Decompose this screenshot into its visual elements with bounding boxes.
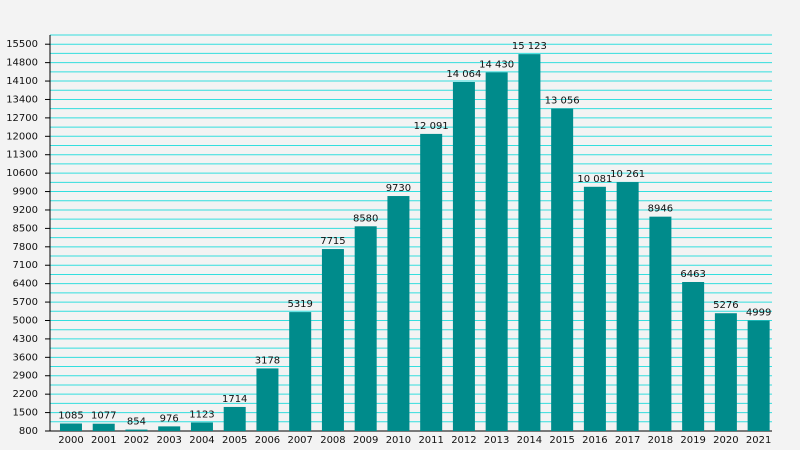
bar: [256, 368, 279, 431]
x-tick-label: 2009: [353, 435, 378, 446]
bar: [747, 320, 770, 431]
x-tick-label: 2000: [58, 435, 83, 446]
x-tick-label: 2010: [386, 435, 411, 446]
y-tick-label: 14100: [6, 76, 38, 87]
bar: [158, 426, 181, 431]
bar: [583, 186, 606, 431]
y-tick-label: 3600: [13, 352, 38, 363]
y-tick-label: 2200: [13, 389, 38, 400]
x-tick-label: 2020: [713, 435, 738, 446]
value-label: 976: [160, 413, 179, 424]
bar: [387, 196, 410, 431]
bar: [190, 422, 213, 431]
value-label: 8946: [648, 204, 673, 215]
bar: [682, 281, 705, 431]
x-tick-label: 2007: [287, 435, 312, 446]
y-tick-label: 5700: [13, 297, 38, 308]
bar: [92, 423, 115, 431]
x-tick-label: 2012: [451, 435, 476, 446]
x-tick-label: 2006: [255, 435, 280, 446]
value-label: 14 430: [479, 59, 514, 70]
y-tick-label: 12000: [6, 131, 38, 142]
value-label: 15 123: [512, 41, 547, 52]
bar: [518, 54, 541, 432]
y-tick-label: 9200: [13, 205, 38, 216]
y-tick-label: 800: [19, 426, 38, 437]
bar: [125, 429, 148, 431]
y-tick-label: 12700: [6, 113, 38, 124]
value-label: 1123: [189, 410, 214, 421]
x-tick-label: 2015: [549, 435, 574, 446]
x-tick-label: 2003: [156, 435, 181, 446]
x-tick-label: 2013: [484, 435, 509, 446]
x-tick-label: 2021: [746, 435, 771, 446]
y-tick-label: 8500: [13, 223, 38, 234]
x-tick-label: 2001: [91, 435, 116, 446]
value-label: 10 261: [610, 169, 645, 180]
bar: [714, 313, 737, 431]
value-label: 12 091: [414, 121, 449, 132]
value-label: 854: [127, 417, 146, 428]
value-label: 9730: [386, 183, 411, 194]
value-label: 1085: [58, 411, 83, 422]
bar: [452, 81, 475, 432]
value-label: 8580: [353, 213, 378, 224]
y-tick-label: 6400: [13, 279, 38, 290]
value-label: 1077: [91, 411, 116, 422]
value-label: 6463: [680, 269, 705, 280]
y-tick-label: 4300: [13, 334, 38, 345]
bar: [551, 108, 574, 432]
value-label: 5276: [713, 300, 738, 311]
x-tick-label: 2016: [582, 435, 607, 446]
y-tick-label: 11300: [6, 150, 38, 161]
bar: [420, 133, 443, 432]
x-tick-label: 2004: [189, 435, 214, 446]
y-tick-label: 7800: [13, 242, 38, 253]
value-label: 10 081: [577, 174, 612, 185]
y-tick-label: 9900: [13, 187, 38, 198]
y-tick-label: 1500: [13, 408, 38, 419]
y-tick-label: 5000: [13, 315, 38, 326]
bar: [289, 312, 312, 431]
bar: [354, 226, 377, 431]
x-tick-label: 2019: [680, 435, 705, 446]
value-label: 13 056: [545, 96, 580, 107]
bar: [649, 216, 672, 431]
y-tick-label: 7100: [13, 260, 38, 271]
x-tick-label: 2011: [418, 435, 443, 446]
value-label: 3178: [255, 355, 280, 366]
bar: [321, 249, 344, 431]
value-label: 7715: [320, 236, 345, 247]
bar: [223, 406, 246, 431]
x-tick-label: 2002: [124, 435, 149, 446]
y-tick-label: 2900: [13, 371, 38, 382]
x-tick-label: 2008: [320, 435, 345, 446]
y-tick-label: 13400: [6, 94, 38, 105]
bar: [485, 72, 508, 431]
value-label: 4999: [746, 308, 771, 319]
x-tick-label: 2018: [648, 435, 673, 446]
bar: [616, 182, 639, 431]
y-tick-label: 15500: [6, 39, 38, 50]
bar: [59, 423, 82, 431]
x-tick-label: 2014: [517, 435, 542, 446]
y-tick-label: 10600: [6, 168, 38, 179]
value-label: 5319: [287, 299, 312, 310]
value-label: 1714: [222, 394, 247, 405]
value-label: 14 064: [446, 69, 481, 80]
x-tick-label: 2017: [615, 435, 640, 446]
x-tick-label: 2005: [222, 435, 247, 446]
y-tick-label: 14800: [6, 58, 38, 69]
